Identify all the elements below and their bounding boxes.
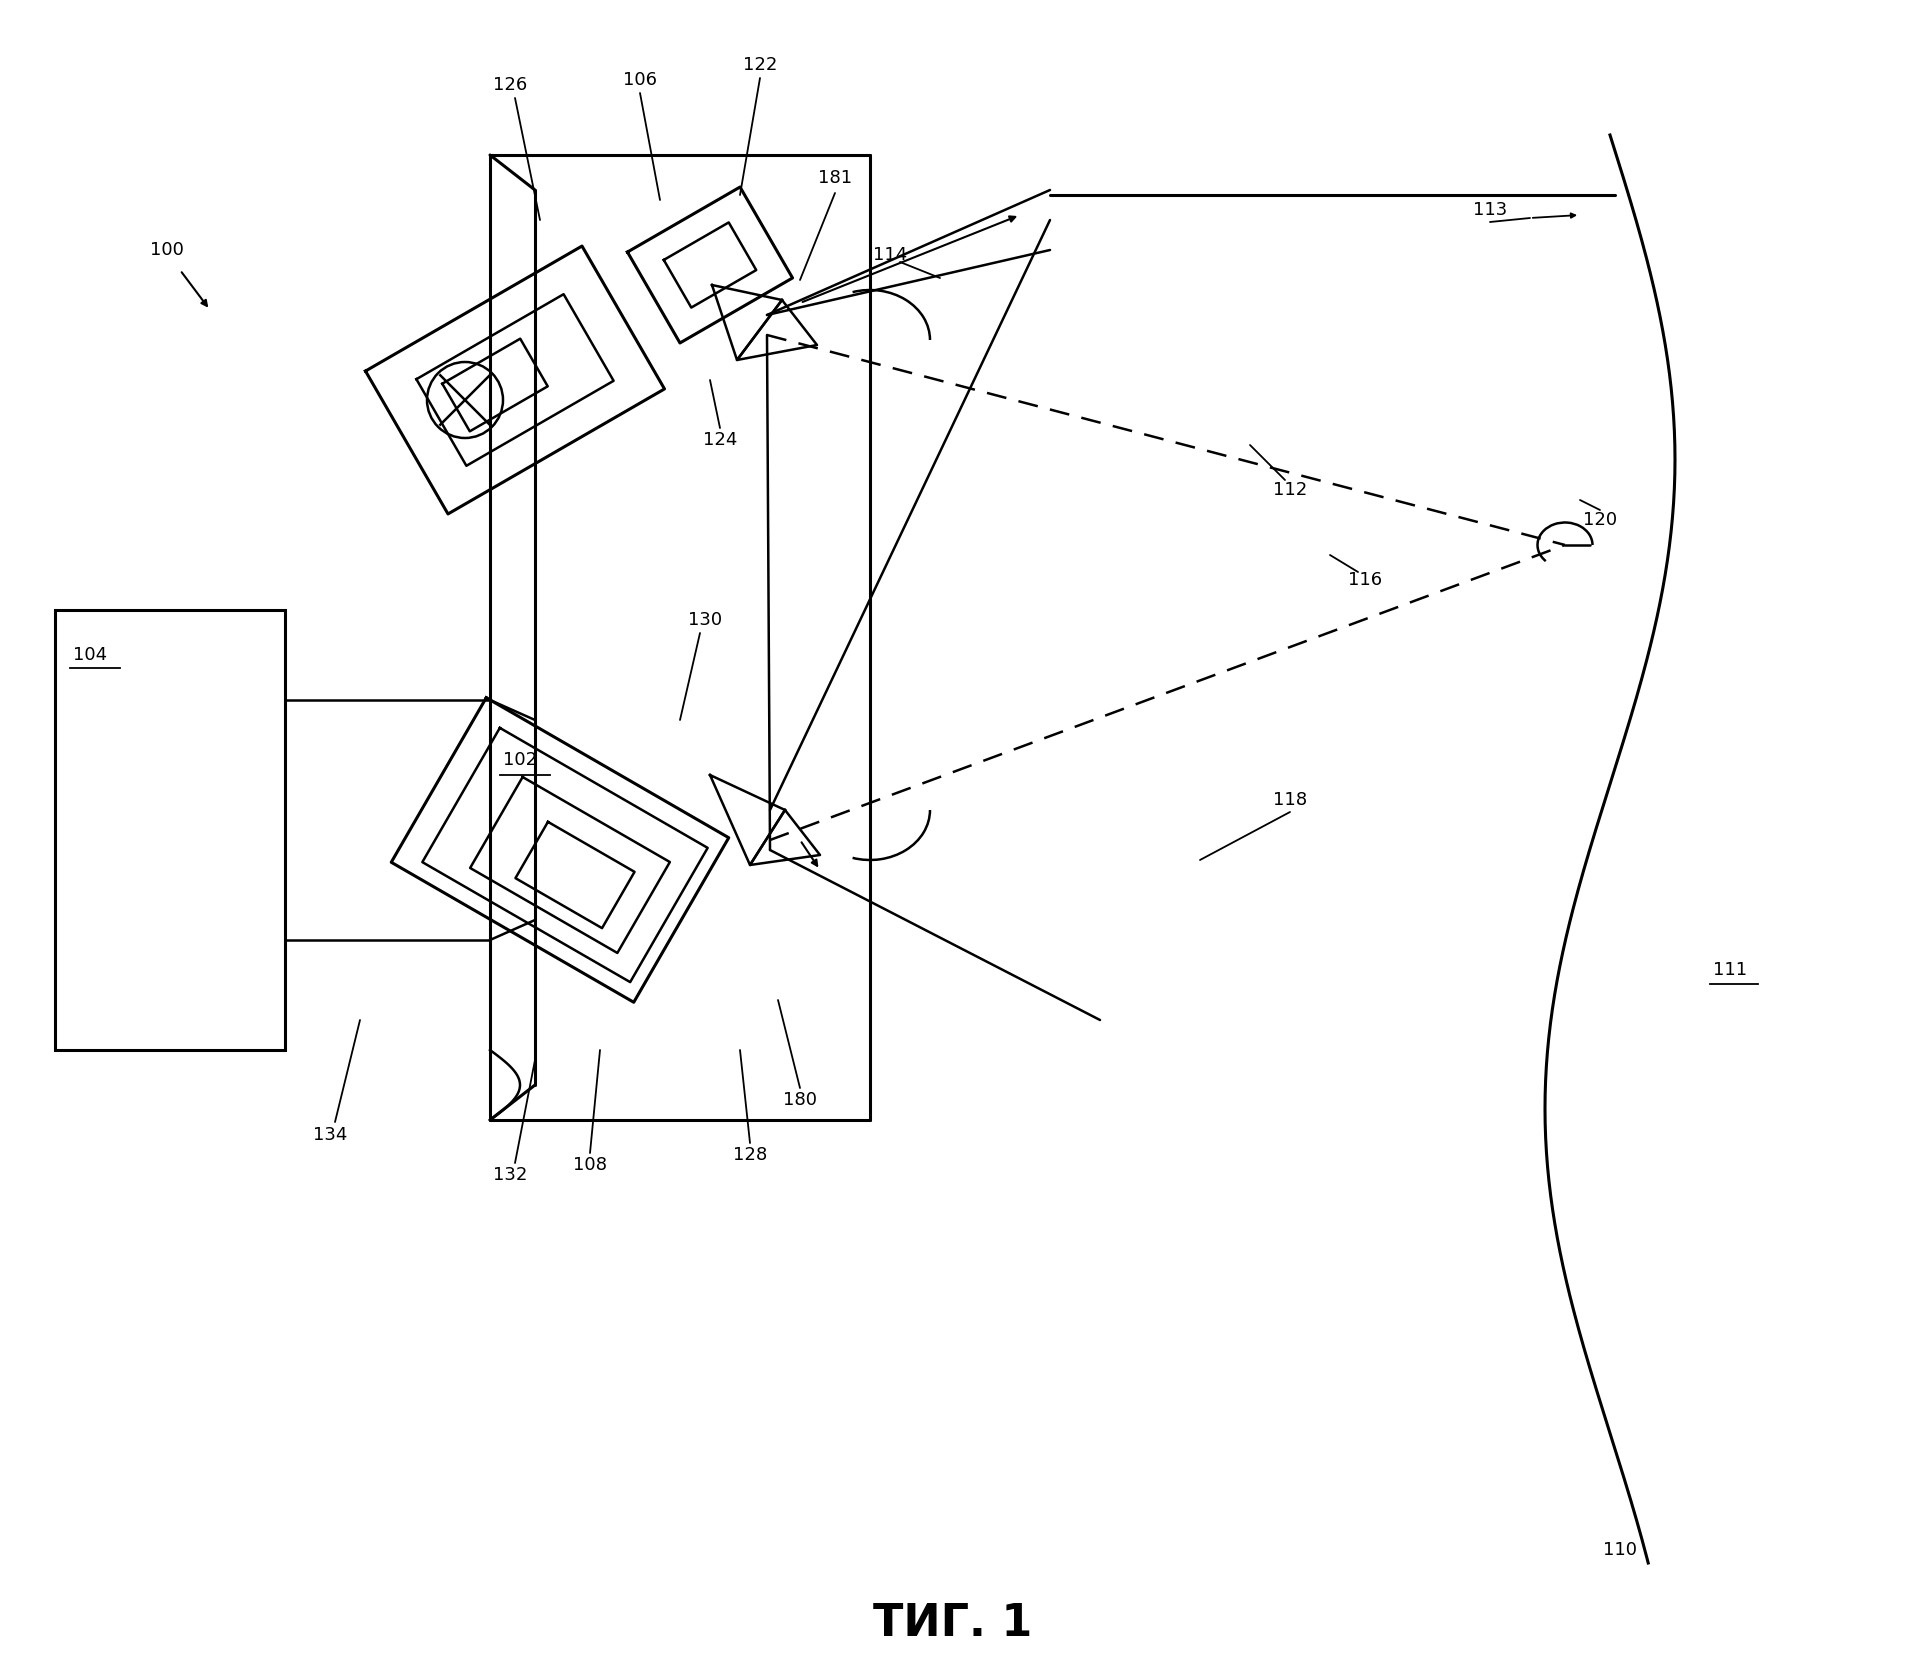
Text: 132: 132 [493,1166,528,1185]
Text: 126: 126 [493,76,528,94]
Text: 100: 100 [150,242,185,258]
Bar [55,611,286,1050]
Text: 106: 106 [623,70,657,89]
Text: 120: 120 [1583,512,1617,529]
Text: 112: 112 [1273,482,1307,498]
Text: 122: 122 [743,55,777,74]
Text: 114: 114 [872,247,907,263]
Text: 180: 180 [783,1091,817,1109]
Text: 118: 118 [1273,790,1307,809]
Text: 134: 134 [312,1126,347,1144]
Text: 116: 116 [1349,571,1381,589]
Text: 130: 130 [688,611,722,629]
Text: 113: 113 [1473,201,1507,220]
Text: 110: 110 [1602,1540,1636,1559]
Text: 104: 104 [72,646,107,664]
Text: 108: 108 [573,1156,608,1175]
Text: ΤИГ. 1: ΤИГ. 1 [872,1601,1033,1644]
Text: 111: 111 [1713,961,1747,978]
Text: 128: 128 [733,1146,768,1165]
Text: 124: 124 [703,431,737,450]
Text: 102: 102 [503,752,537,769]
Text: 181: 181 [817,169,852,186]
